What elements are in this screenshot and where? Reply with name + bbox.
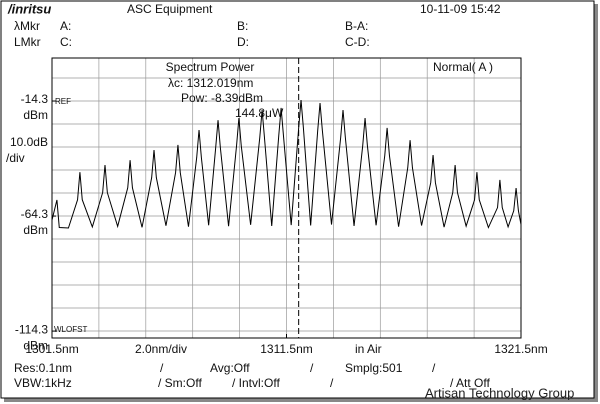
medium-label: in Air: [355, 342, 382, 356]
setting: Avg:Off: [210, 361, 250, 375]
x-tick-label: 1311.5nm: [260, 342, 312, 356]
y-tick-label: -14.3: [21, 92, 49, 106]
setting: /: [432, 361, 436, 375]
y-tick-label: -64.3: [21, 207, 49, 221]
y-unit: dBm: [23, 338, 48, 352]
screen-frame: [0, 0, 595, 399]
marker-label: B-A:: [345, 19, 368, 33]
setting: Res:0.1nm: [14, 361, 72, 375]
offset-label: WLOFST: [54, 325, 87, 334]
setting: Smplg:501: [345, 361, 403, 375]
annotation: 144.8μW: [235, 106, 284, 120]
grid: [52, 58, 521, 338]
datetime: 10-11-09 15:42: [420, 2, 501, 16]
marker-label: D:: [237, 35, 249, 49]
setting: / Att Off: [450, 376, 490, 390]
marker-label: B:: [237, 19, 248, 33]
chart-title: Spectrum Power: [166, 60, 255, 74]
setting: VBW:1kHz: [14, 376, 72, 390]
x-tick-label: 1301.5nm: [25, 342, 78, 356]
marker-row-label: LMkr: [14, 35, 41, 49]
setting: / Sm:Off: [158, 376, 202, 390]
y-scale: /div: [6, 151, 25, 165]
annotation: Pow: -8.39dBm: [181, 91, 263, 105]
mode-label: Normal( A ): [433, 60, 493, 74]
setting: /: [330, 376, 334, 390]
marker-label: C:: [60, 35, 72, 49]
logo: /inritsu: [7, 1, 51, 16]
x-tick-label: 1321.5nm: [494, 342, 547, 356]
device-title: ASC Equipment: [127, 2, 213, 16]
y-scale: 10.0dB: [10, 135, 48, 149]
ref-label: REF: [55, 97, 71, 106]
annotation: λc: 1312.019nm: [168, 76, 253, 90]
watermark: Artisan Technology Group: [425, 385, 574, 400]
setting: /: [310, 361, 314, 375]
y-tick-label: -114.3: [15, 322, 48, 336]
marker-row-label: λMkr: [14, 19, 40, 33]
y-unit: dBm: [23, 223, 48, 237]
x-scale: 2.0nm/div: [135, 342, 187, 356]
marker-label: A:: [60, 19, 71, 33]
setting: /: [160, 361, 164, 375]
marker-label: C-D:: [345, 35, 370, 49]
spectrum-trace: [51, 100, 522, 229]
y-unit: dBm: [23, 108, 48, 122]
setting: / Intvl:Off: [232, 376, 280, 390]
